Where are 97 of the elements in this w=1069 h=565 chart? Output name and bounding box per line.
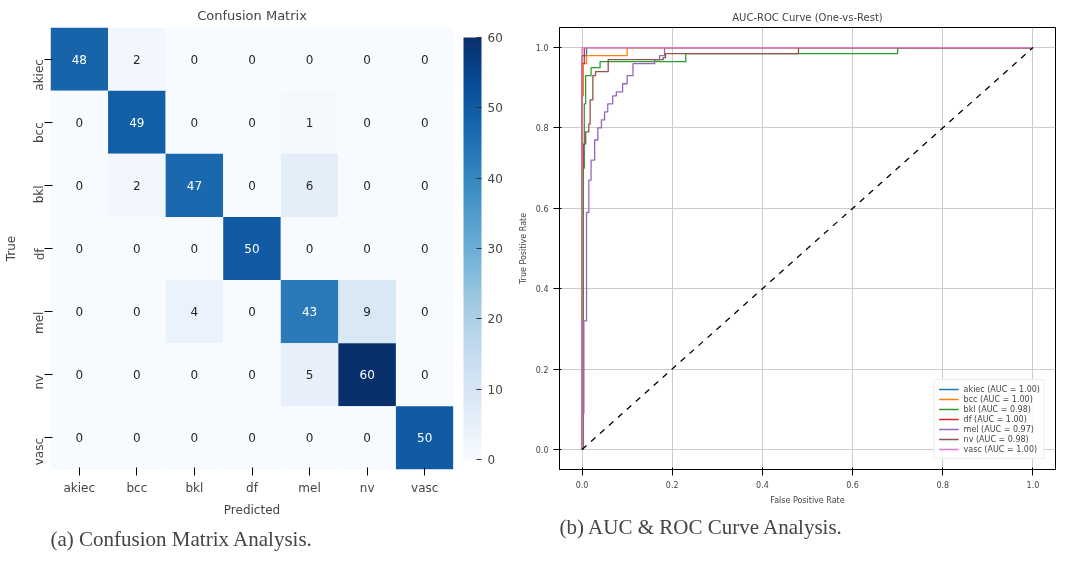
color-bar-label: 30	[487, 242, 503, 256]
y-tick-label: bcc	[32, 122, 47, 144]
color-bar-label: 0	[487, 453, 496, 467]
data-label: 0	[305, 431, 314, 446]
chart-title: Confusion Matrix	[197, 7, 308, 23]
y-tick-label: 0.2	[535, 365, 549, 375]
x-tick-label: akiec	[63, 480, 96, 495]
data-label: 0	[363, 115, 371, 130]
data-label: 0	[420, 242, 429, 256]
x-axis-title: Predicted	[223, 502, 281, 517]
data-label: 48	[71, 52, 87, 67]
text: (a) Confusion Matrix Analysis.	[50, 526, 312, 551]
y-axis-title: True	[3, 235, 18, 263]
color-bar-label: 50	[487, 101, 503, 116]
x-tick-label: bcc	[126, 480, 148, 495]
y-tick-label: df	[32, 247, 47, 261]
legend-label: akiec (AUC = 1.00)	[963, 384, 1040, 394]
data-label: 0	[248, 115, 256, 130]
color-bar-label: 10	[487, 382, 503, 397]
data-label: 47	[186, 178, 203, 193]
data-label: 9	[363, 305, 371, 320]
data-label: 60	[359, 368, 375, 383]
x-axis-title: False Positive Rate	[770, 495, 845, 505]
data-label: 50	[417, 431, 433, 446]
data-label: 0	[305, 52, 314, 67]
color-bar-label: 20	[487, 312, 503, 327]
legend-label: nv (AUC = 0.98)	[963, 434, 1029, 444]
x-tick-label: 0.0	[575, 480, 589, 490]
data-label: 0	[248, 431, 256, 446]
data-label: 0	[248, 368, 256, 383]
data-label: 1	[305, 115, 314, 130]
data-label: 2	[133, 52, 141, 67]
y-tick-label: 0.4	[535, 285, 549, 295]
data-label: 0	[363, 431, 371, 446]
data-label: 0	[420, 115, 429, 130]
x-tick-label: mel	[298, 480, 321, 495]
data-label: 0	[133, 242, 141, 256]
data-label: 0	[420, 305, 429, 320]
x-tick-label: df	[246, 480, 259, 495]
x-tick-label: 0.2	[665, 480, 679, 490]
y-tick-label: 1.0	[535, 44, 549, 54]
data-label: 0	[363, 52, 371, 67]
data-label: 0	[133, 368, 141, 383]
x-tick-label: 0.8	[936, 480, 950, 490]
data-label: 2	[133, 178, 141, 193]
data-label: 0	[75, 305, 84, 320]
data-label: 0	[248, 178, 256, 193]
data-label: 0	[75, 368, 84, 383]
x-tick-label: 0.6	[846, 480, 859, 490]
x-tick-label: bkl	[185, 480, 204, 495]
chart-title: AUC-ROC Curve (One-vs-Rest)	[732, 11, 883, 23]
data-label: 0	[305, 242, 314, 256]
legend-label: bkl (AUC = 0.98)	[963, 404, 1031, 414]
data-label: 0	[420, 52, 429, 67]
data-label: 43	[301, 305, 318, 320]
legend-label: vasc (AUC = 1.00)	[963, 444, 1038, 454]
y-tick-label: mel	[32, 311, 47, 335]
y-tick-label: akiec	[32, 59, 47, 91]
data-label: 0	[75, 178, 84, 193]
y-tick-label: 0.6	[535, 204, 549, 214]
y-axis-title: True Positive Rate	[518, 212, 528, 286]
data-label: 0	[190, 368, 199, 383]
data-label: 0	[248, 52, 256, 67]
color-bar-label: 40	[487, 171, 503, 186]
legend-label: mel (AUC = 0.97)	[963, 424, 1034, 434]
data-label: 0	[420, 368, 429, 383]
y-tick-label: nv	[32, 374, 47, 390]
x-tick-label: nv	[359, 480, 375, 495]
y-tick-label: vasc	[32, 437, 47, 466]
data-label: 0	[75, 115, 84, 130]
data-label: 0	[190, 431, 199, 446]
data-label: 0	[190, 242, 199, 256]
x-tick-label: vasc	[411, 480, 439, 495]
text: (b) AUC & ROC Curve Analysis.	[559, 514, 842, 539]
data-label: 0	[75, 242, 84, 256]
legend-label: df (AUC = 1.00)	[963, 414, 1027, 424]
x-tick-label: 1.0	[1026, 480, 1040, 490]
data-label: 0	[75, 431, 84, 446]
data-label: 0	[190, 115, 199, 130]
y-tick-label: 0.0	[535, 445, 549, 455]
data-label: 0	[363, 242, 371, 256]
data-label: 0	[363, 178, 371, 193]
data-label: 0	[420, 178, 429, 193]
data-label: 5	[305, 368, 314, 383]
data-label: 0	[133, 305, 141, 320]
y-tick-label: bkl	[32, 185, 47, 204]
legend-label: bcc (AUC = 1.00)	[963, 394, 1033, 404]
data-label: 0	[190, 52, 199, 67]
data-label: 50	[244, 242, 260, 256]
data-label: 6	[305, 178, 314, 193]
data-label: 4	[190, 305, 199, 320]
data-label: 0	[248, 305, 256, 320]
color-bar-label: 60	[487, 31, 503, 45]
x-tick-label: 0.4	[756, 480, 769, 490]
data-label: 49	[129, 115, 145, 130]
data-label: 0	[133, 431, 141, 446]
y-tick-label: 0.8	[535, 124, 549, 134]
